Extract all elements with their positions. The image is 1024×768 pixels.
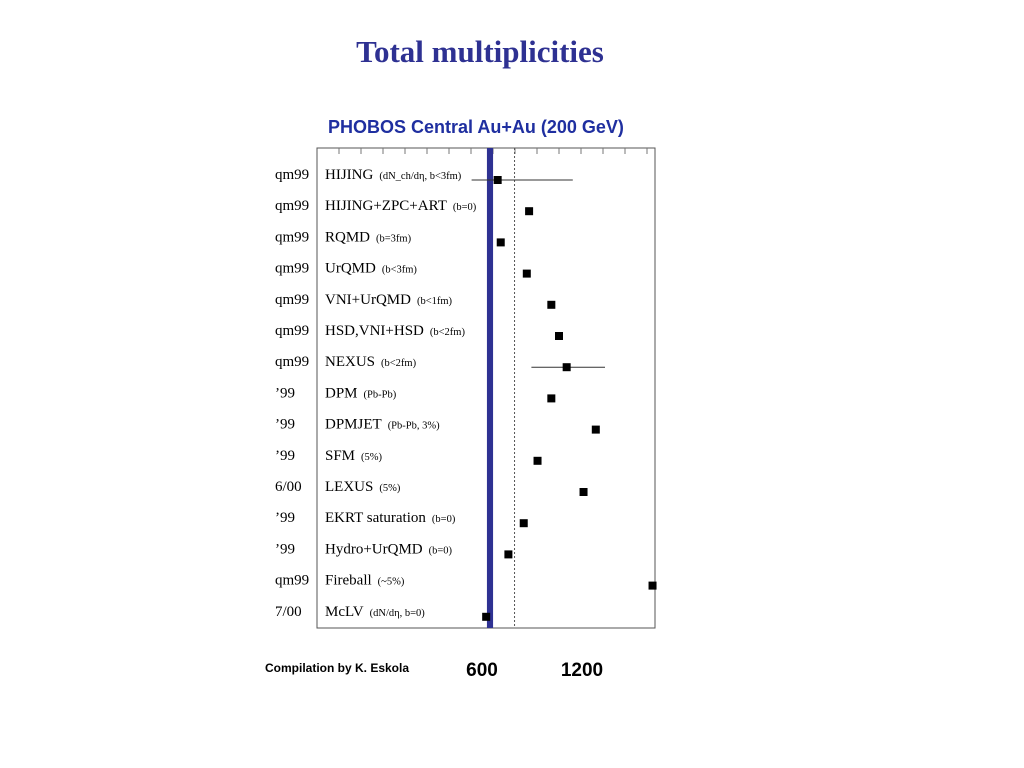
row-year-label: qm99	[275, 229, 309, 245]
row-year-label: ’99	[275, 448, 295, 464]
row-condition-label: (dN/dη, b=0)	[370, 608, 426, 619]
row-model-label: EKRT saturation	[325, 510, 426, 526]
row-year-label: ’99	[275, 510, 295, 526]
data-point	[591, 425, 600, 434]
row-condition-label: (Pb-Pb)	[364, 389, 397, 400]
row-year-label: ’99	[275, 417, 295, 433]
row-condition-label: (b<2fm)	[430, 327, 466, 338]
row-year-label: qm99	[275, 167, 309, 183]
row-model-label: Fireball	[325, 573, 372, 589]
x-tick-label: 1200	[561, 660, 603, 681]
row-model-label: DPMJET	[325, 417, 382, 433]
row-model-label: UrQMD	[325, 261, 376, 277]
row-model-label: VNI+UrQMD	[325, 292, 411, 308]
row-year-label: qm99	[275, 292, 309, 308]
row-model-label: NEXUS	[325, 354, 375, 370]
row-year-label: qm99	[275, 261, 309, 277]
row-condition-label: (b=3fm)	[376, 233, 412, 244]
data-point	[493, 176, 502, 184]
row-condition-label: (b=0)	[429, 545, 453, 556]
measurement-band	[486, 148, 494, 628]
row-year-label: 7/00	[275, 604, 302, 620]
data-point	[533, 456, 542, 465]
row-condition-label: (b<3fm)	[382, 265, 418, 276]
data-point	[525, 207, 534, 216]
row-condition-label: (b=0)	[432, 514, 456, 525]
row-model-label: HIJING+ZPC+ART	[325, 198, 447, 214]
chart-title: PHOBOS Central Au+Au (200 GeV)	[328, 117, 624, 137]
row-condition-label: (~5%)	[378, 577, 405, 588]
row-model-label: HIJING	[325, 167, 373, 183]
row-model-label: LEXUS	[325, 479, 373, 495]
row-condition-label: (Pb-Pb, 3%)	[388, 421, 440, 432]
row-model-label: SFM	[325, 448, 355, 464]
row-year-label: qm99	[275, 573, 309, 589]
data-point	[504, 550, 513, 559]
data-point	[648, 581, 657, 590]
row-condition-label: (dN_ch/dη, b<3fm)	[379, 171, 461, 182]
data-point	[547, 300, 556, 309]
compilation-credit: Compilation by K. Eskola	[265, 661, 410, 675]
row-model-label: RQMD	[325, 229, 370, 245]
row-condition-label: (5%)	[361, 452, 382, 463]
data-point	[522, 269, 531, 278]
plot-frame	[316, 147, 656, 629]
slide-title: Total multiplicities	[356, 34, 604, 69]
row-year-label: qm99	[275, 354, 309, 370]
data-point	[496, 238, 505, 247]
row-model-label: McLV	[325, 604, 364, 620]
data-point	[482, 612, 491, 621]
row-model-label: DPM	[325, 385, 358, 401]
row-condition-label: (b<1fm)	[417, 296, 453, 307]
x-tick-label: 600	[466, 660, 498, 681]
row-year-label: ’99	[275, 541, 295, 557]
row-condition-label: (b=0)	[453, 202, 477, 213]
row-condition-label: (b<2fm)	[381, 358, 417, 369]
row-condition-label: (5%)	[379, 483, 400, 494]
data-point	[519, 519, 528, 528]
data-point	[547, 394, 556, 403]
data-point	[555, 332, 563, 340]
row-model-label: HSD,VNI+HSD	[325, 323, 424, 339]
data-point	[579, 488, 588, 496]
row-year-label: 6/00	[275, 479, 302, 495]
row-year-label: qm99	[275, 198, 309, 214]
row-model-label: Hydro+UrQMD	[325, 541, 423, 557]
row-year-label: ’99	[275, 385, 295, 401]
row-year-label: qm99	[275, 323, 309, 339]
data-point	[562, 363, 571, 372]
